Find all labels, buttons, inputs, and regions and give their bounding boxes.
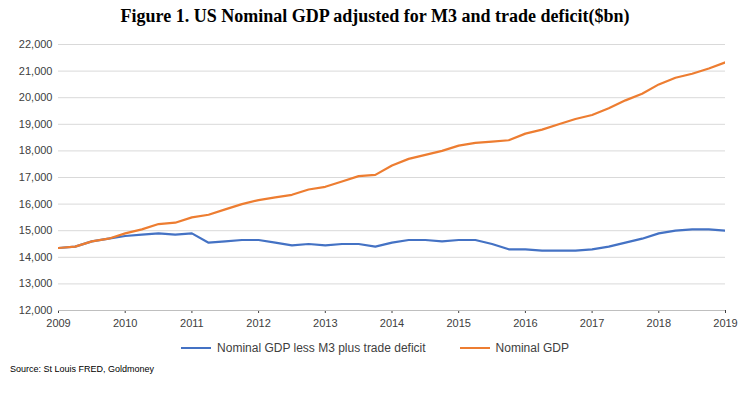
svg-text:2012: 2012: [246, 317, 270, 329]
svg-text:2010: 2010: [113, 317, 137, 329]
html-text:Nominal GDP: Nominal GDP: [495, 341, 569, 355]
html-text:Nominal GDP less M3 plus trade: Nominal GDP less M3 plus trade deficit: [217, 341, 426, 355]
svg-text:2014: 2014: [380, 317, 404, 329]
svg-text:17,000: 17,000: [19, 171, 53, 183]
svg-text:2018: 2018: [647, 317, 671, 329]
svg-text:16,000: 16,000: [19, 198, 53, 210]
svg-text:22,000: 22,000: [19, 38, 53, 50]
svg-text:2011: 2011: [180, 317, 204, 329]
svg-text:13,000: 13,000: [19, 277, 53, 289]
svg-text:2019: 2019: [713, 317, 737, 329]
svg-text:20,000: 20,000: [19, 91, 53, 103]
svg-text:14,000: 14,000: [19, 251, 53, 263]
svg-text:2015: 2015: [446, 317, 470, 329]
svg-text:2013: 2013: [313, 317, 337, 329]
svg-text:2017: 2017: [580, 317, 604, 329]
svg-text:15,000: 15,000: [19, 224, 53, 236]
html-text:Source: St Louis FRED, Goldmon: Source: St Louis FRED, Goldmoney: [10, 364, 155, 374]
svg-text:12,000: 12,000: [19, 304, 53, 316]
svg-text:2016: 2016: [513, 317, 537, 329]
svg-text:2009: 2009: [46, 317, 70, 329]
svg-text:18,000: 18,000: [19, 144, 53, 156]
html-text:Figure 1. US Nominal GDP adjus: Figure 1. US Nominal GDP adjusted for M3…: [120, 6, 630, 26]
svg-text:21,000: 21,000: [19, 65, 53, 77]
svg-text:19,000: 19,000: [19, 118, 53, 130]
